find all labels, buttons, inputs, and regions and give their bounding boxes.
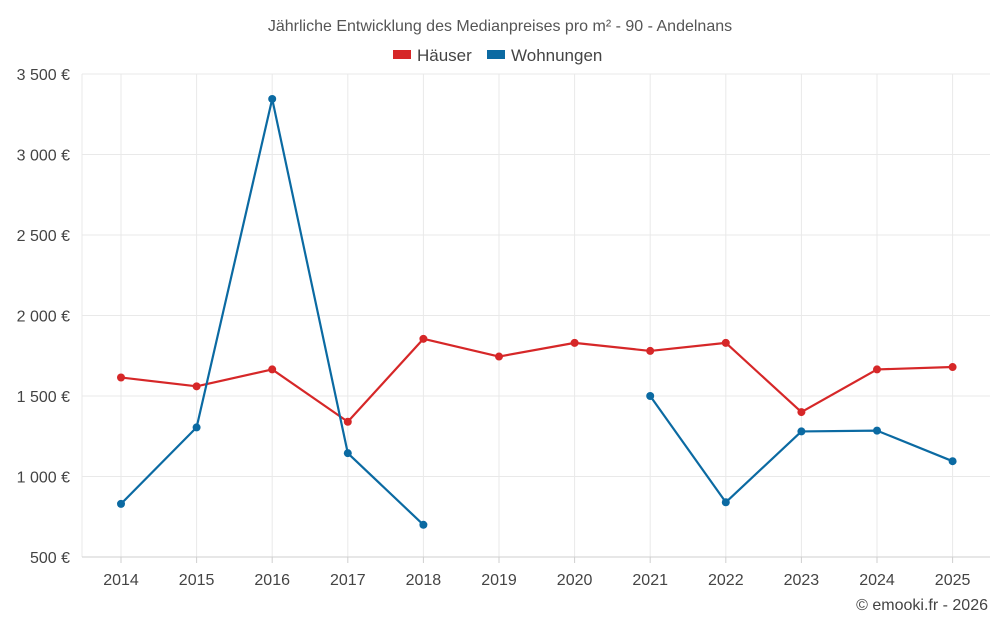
x-tick-label: 2025 bbox=[935, 572, 971, 589]
axes: 500 € 1 000 € 1 500 € 2 000 € 2 500 € 3 000 €… bbox=[17, 67, 990, 589]
data-point[interactable] bbox=[797, 427, 806, 436]
y-tick-label: 1 500 € bbox=[17, 389, 70, 406]
x-tick-label: 2020 bbox=[557, 572, 593, 589]
series-line bbox=[120, 337, 953, 423]
data-point[interactable] bbox=[268, 94, 277, 103]
y-tick-label: 3 000 € bbox=[17, 148, 70, 165]
x-tick-label: 2017 bbox=[330, 572, 366, 589]
data-point[interactable] bbox=[495, 352, 503, 361]
data-point[interactable] bbox=[873, 365, 881, 374]
x-tick-label: 2014 bbox=[103, 572, 139, 589]
data-point[interactable] bbox=[192, 423, 201, 432]
data-point[interactable] bbox=[268, 365, 277, 374]
data-point[interactable] bbox=[948, 457, 957, 466]
x-tick-label: 2016 bbox=[254, 572, 290, 589]
data-point[interactable] bbox=[646, 392, 655, 400]
x-tick-label: 2021 bbox=[632, 572, 668, 589]
data-point[interactable] bbox=[419, 334, 428, 343]
x-tick-label: 2023 bbox=[784, 572, 820, 589]
data-point[interactable] bbox=[570, 338, 579, 347]
data-point[interactable] bbox=[343, 449, 352, 458]
series-Wohnungen bbox=[117, 94, 957, 529]
data-point[interactable] bbox=[343, 417, 352, 426]
x-tick-label: 2019 bbox=[481, 572, 517, 589]
x-tick-label: 2015 bbox=[179, 572, 215, 589]
legend-label[interactable]: Häuser bbox=[417, 46, 472, 65]
x-tick-label: 2022 bbox=[708, 572, 744, 589]
credit-text: © emooki.fr - 2026 bbox=[856, 597, 988, 614]
data-point[interactable] bbox=[948, 363, 957, 372]
gridlines bbox=[81, 73, 990, 557]
series bbox=[117, 94, 957, 529]
data-point[interactable] bbox=[419, 520, 428, 529]
data-point[interactable] bbox=[646, 346, 655, 355]
y-tick-label: 2 500 € bbox=[17, 228, 70, 245]
data-point[interactable] bbox=[721, 498, 730, 507]
data-point[interactable] bbox=[721, 338, 730, 347]
y-tick-label: 2 000 € bbox=[17, 309, 70, 326]
y-tick-label: 1 000 € bbox=[17, 470, 70, 487]
data-point[interactable] bbox=[797, 408, 806, 417]
legend-swatch bbox=[487, 50, 505, 59]
data-point[interactable] bbox=[873, 426, 881, 435]
x-tick-label: 2018 bbox=[406, 572, 442, 589]
data-point[interactable] bbox=[117, 499, 125, 508]
y-tick-label: 500 € bbox=[30, 550, 70, 567]
legend-swatch bbox=[393, 50, 411, 59]
series-Häuser bbox=[117, 334, 957, 426]
x-tick-label: 2024 bbox=[859, 572, 895, 589]
legend-label[interactable]: Wohnungen bbox=[511, 46, 602, 65]
chart-title: Jährliche Entwicklung des Medianpreises … bbox=[268, 18, 732, 35]
legend: Häuser Wohnungen bbox=[393, 46, 602, 65]
y-tick-label: 3 500 € bbox=[17, 67, 70, 84]
data-point[interactable] bbox=[117, 373, 125, 382]
data-point[interactable] bbox=[192, 382, 201, 391]
